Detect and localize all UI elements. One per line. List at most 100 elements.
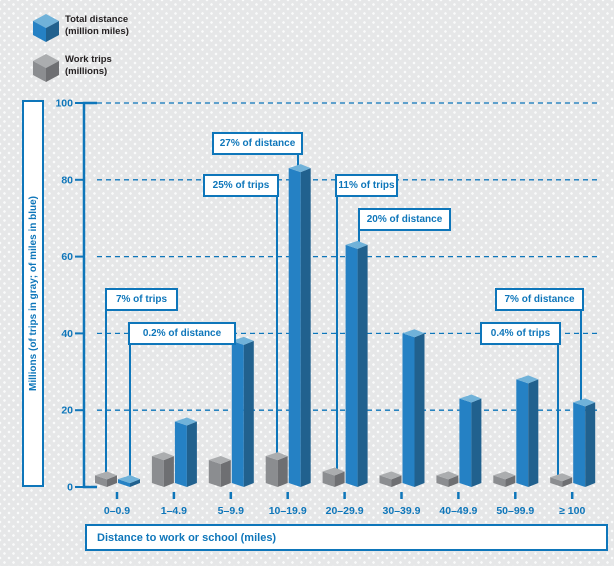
cube-right-face [243, 340, 254, 487]
cube-top-face [95, 471, 117, 480]
y-tick-label-20: 20 [61, 405, 73, 417]
cube-right-face [130, 479, 140, 487]
y-tick-label-40: 40 [61, 328, 73, 340]
callout-25-of-trips: 25% of trips [203, 174, 279, 197]
callout-7-of-distance: 7% of distance [495, 288, 584, 311]
bar-trips-10-19-9 [265, 452, 288, 487]
bar-distance-100 [573, 398, 596, 487]
callout-20-of-distance: 20% of distance [358, 208, 451, 231]
cube-top-face [288, 164, 311, 173]
cube-top-face [174, 417, 197, 426]
bar-trips-40-49-9 [436, 471, 459, 487]
x-category-label: 50–99.9 [496, 505, 534, 517]
cube-left-face [208, 459, 221, 487]
bar-trips-50-99-9 [493, 471, 516, 487]
cube-left-face [402, 333, 415, 487]
cube-right-face [528, 379, 539, 487]
cube-top-face [345, 240, 368, 249]
cube-top-face [231, 336, 254, 345]
y-tick-label-100: 100 [55, 98, 73, 110]
y-axis-line [82, 101, 97, 489]
cube-right-face [414, 333, 425, 487]
cube-left-face [231, 340, 244, 487]
cube-left-face [322, 471, 335, 487]
cube-left-face [573, 402, 586, 487]
cube-top-face [118, 475, 140, 484]
cube-left-face [436, 475, 449, 487]
y-axis: 0 20 40 60 80 100 [55, 98, 97, 494]
cube-left-face [288, 168, 301, 487]
bar-trips-5-9-9 [208, 455, 231, 487]
bar-distance-30-39-9 [402, 329, 425, 487]
y-tick-label-0: 0 [67, 482, 73, 494]
cube-left-face [493, 475, 506, 487]
cube-right-face [186, 421, 197, 487]
bar-trips-100 [550, 473, 573, 487]
bar-trips-0-0-9 [95, 471, 117, 487]
x-axis-title: Distance to work or school (miles) [97, 531, 277, 544]
legend-item-total-distance: Total distance (million miles) [33, 13, 129, 42]
x-category-label: ≥ 100 [559, 505, 585, 517]
callout-0-2-of-distance: 0.2% of distance [128, 322, 236, 345]
cube-top-face [151, 452, 174, 461]
cube-left-face [345, 244, 358, 487]
callout-connector-lines [105, 153, 582, 478]
bar-distance-50-99-9 [516, 375, 539, 487]
cube-right-face [391, 475, 402, 487]
cube-top-face [550, 473, 573, 482]
cube-left-face [516, 379, 529, 487]
bar-trips-1-4-9 [151, 452, 174, 487]
legend-item-work-trips: Work trips (millions) [33, 53, 129, 82]
legend-label-line2: (millions) [65, 65, 108, 77]
bar-distance-0-0-9 [118, 475, 140, 487]
cube-right-face [300, 168, 311, 487]
cube-left-face [174, 421, 187, 487]
cube-top-face [208, 455, 231, 464]
cube-left-face [118, 479, 130, 487]
cube-top-face [493, 471, 516, 480]
bar-distance-1-4-9 [174, 417, 197, 487]
x-axis: 0–0.9 1–4.9 5–9.9 10–19.9 20–29.9 30–39.9 40–4… [104, 492, 585, 517]
x-category-label: 5–9.9 [218, 505, 244, 517]
legend-label-total-distance: Total distance (million miles) [65, 13, 129, 37]
cube-right-face [107, 475, 117, 487]
bar-distance-40-49-9 [459, 394, 482, 487]
cube-top-face [573, 398, 596, 407]
cube-top-face [459, 394, 482, 403]
total-distance-cube-icon [33, 14, 59, 42]
cube-left-face [151, 456, 164, 487]
cube-top-face [402, 329, 425, 338]
bars [95, 164, 596, 487]
cube-top-face [516, 375, 539, 384]
callout-27-of-distance: 27% of distance [212, 132, 303, 155]
cube-right-face [220, 459, 231, 487]
cube-left-face [379, 475, 392, 487]
bar-trips-20-29-9 [322, 467, 345, 487]
bar-distance-5-9-9 [231, 336, 254, 487]
x-category-label: 40–49.9 [439, 505, 477, 517]
cube-right-face [277, 456, 288, 487]
cube-right-face [562, 477, 573, 487]
cube-top-face [322, 467, 345, 476]
cube-top-face [265, 452, 288, 461]
cube-top-face [379, 471, 402, 480]
callout-0-4-of-trips: 0.4% of trips [480, 322, 561, 345]
callout-11-of-trips: 11% of trips [335, 174, 398, 197]
callout-7-of-trips: 7% of trips [105, 288, 178, 311]
work-trips-cube-icon [33, 54, 59, 82]
bar-distance-20-29-9 [345, 240, 368, 487]
y-tick-label-60: 60 [61, 251, 73, 263]
legend-label-work-trips: Work trips (millions) [65, 53, 112, 77]
y-axis-label-box: Millions (of trips in gray; of miles in … [22, 100, 44, 487]
legend-label-line1: Work trips [65, 54, 112, 65]
bar-distance-10-19-9 [288, 164, 311, 487]
cube-left-face [95, 475, 107, 487]
cube-left-face [550, 477, 563, 487]
cube-left-face [265, 456, 278, 487]
cube-right-face [163, 456, 174, 487]
legend: Total distance (million miles) Work trip… [33, 13, 129, 93]
cube-right-face [505, 475, 516, 487]
y-tick-label-80: 80 [61, 174, 73, 186]
